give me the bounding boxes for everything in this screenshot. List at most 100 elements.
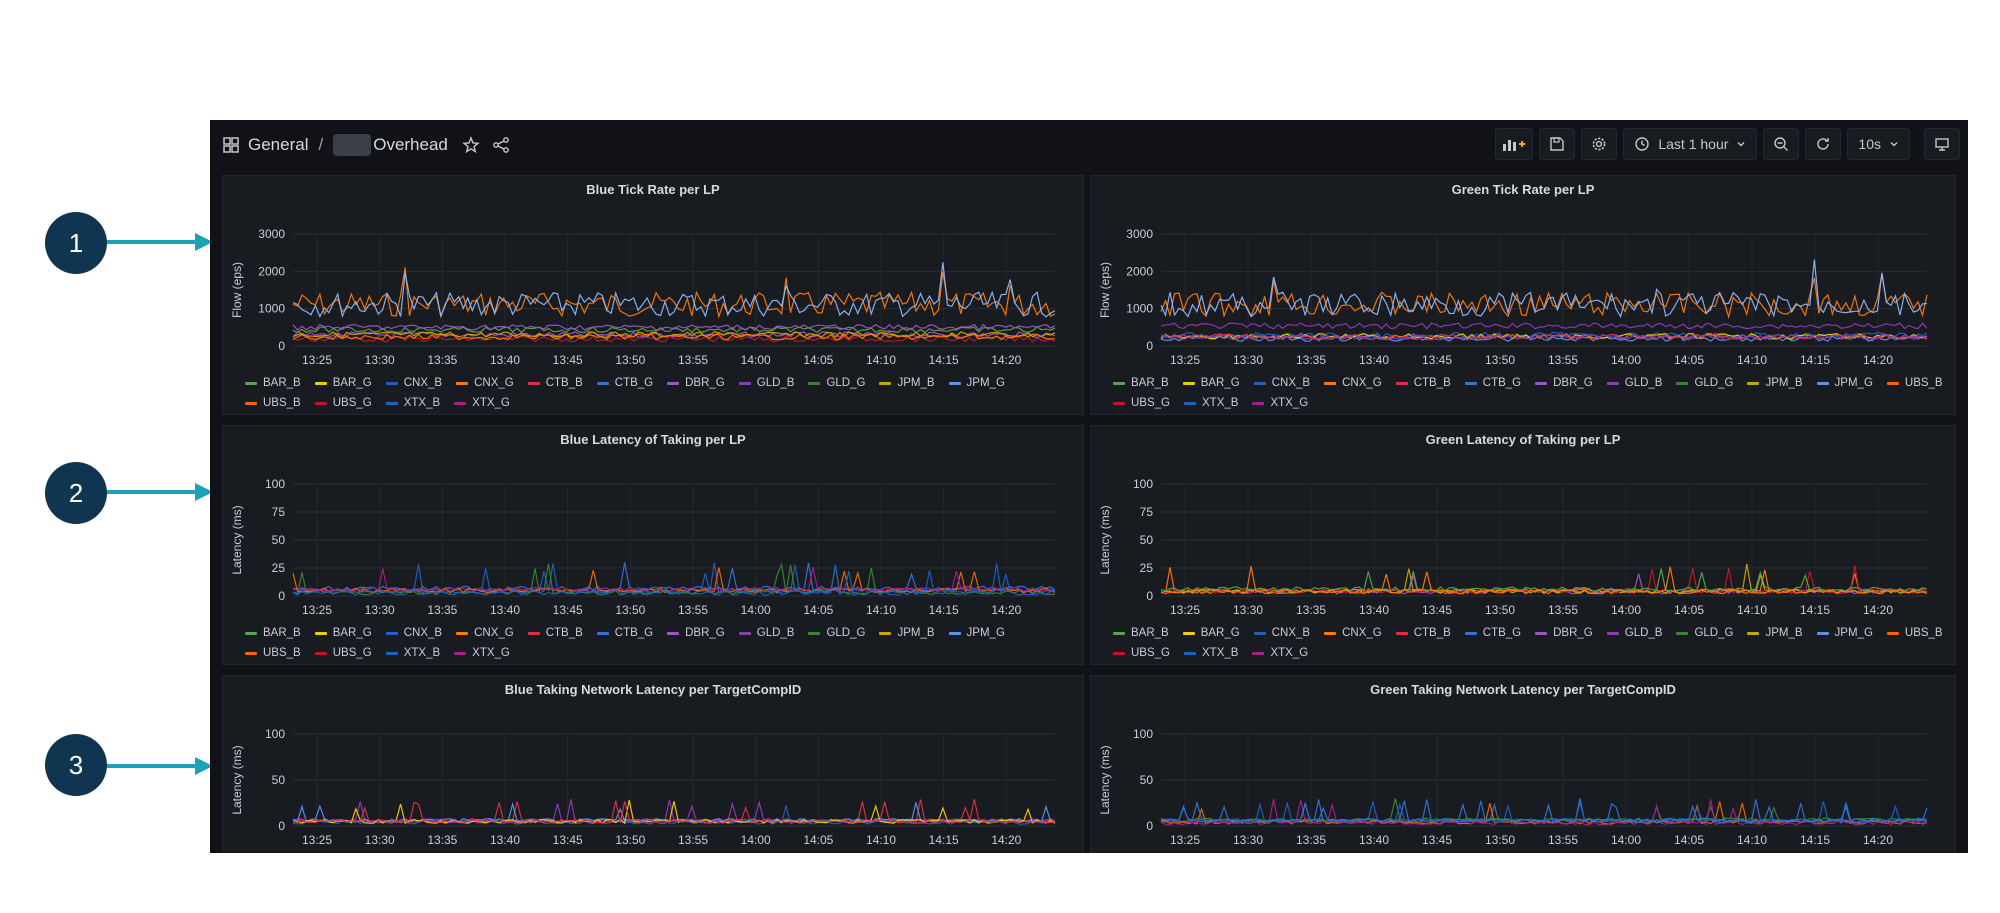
legend-item[interactable]: DBR_G [1535,376,1593,390]
panel-title[interactable]: Green Tick Rate per LP [1451,182,1595,197]
panel-chart[interactable]: 100 50 0 13:25 13:30 13:35 13:40 13:45 13:50 13:5… [1091,676,1957,850]
legend-item[interactable]: JPM_G [1816,626,1873,640]
dashboard-settings-button[interactable] [1581,128,1618,160]
y-tick-label: 0 [1146,589,1153,603]
legend-item[interactable]: UBS_B [245,396,301,410]
panel-title[interactable]: Blue Tick Rate per LP [586,182,720,197]
legend-item[interactable]: CNX_B [385,376,442,390]
panel-5[interactable]: Blue Taking Network Latency per TargetCo… [222,675,1084,853]
legend-item[interactable]: JPM_B [879,626,935,640]
dashboard-title[interactable]: Overhead [373,135,448,154]
legend-item[interactable]: XTX_B [1184,646,1238,660]
legend-item[interactable]: CNX_B [385,626,442,640]
legend-item[interactable]: XTX_G [454,646,510,660]
legend-item[interactable]: GLD_G [808,376,865,390]
panel-chart[interactable]: 100 75 50 25 0 13:25 13:30 13:35 13:40 13:45 13:50… [1091,426,1957,620]
panel-chart[interactable]: 3000 2000 1000 0 13:25 13:30 13:35 13:40 13:45 13… [223,176,1085,370]
time-range-picker[interactable]: Last 1 hour [1623,128,1758,160]
legend-item[interactable]: XTX_G [1252,646,1308,660]
legend-item[interactable]: CNX_G [456,626,514,640]
legend-item[interactable]: CTB_B [1395,376,1451,390]
panel-title[interactable]: Blue Taking Network Latency per TargetCo… [504,682,802,697]
legend-item[interactable]: JPM_B [1747,626,1803,640]
legend-item[interactable]: CTB_B [527,626,583,640]
panel-1[interactable]: Blue Tick Rate per LP 3000 2000 1000 0 13:25 1… [222,175,1084,415]
zoom-out-button[interactable] [1763,128,1800,160]
legend-item[interactable]: DBR_G [667,626,725,640]
legend-item[interactable]: UBS_B [245,646,301,660]
x-tick-label: 14:15 [1800,603,1830,617]
legend-item[interactable]: XTX_G [454,396,510,410]
legend-item[interactable]: DBR_G [1535,626,1593,640]
panel-title[interactable]: Green Taking Network Latency per TargetC… [1370,682,1676,697]
legend-label: UBS_G [332,397,372,409]
legend-item[interactable]: JPM_G [1816,376,1873,390]
legend-item[interactable]: BAR_B [245,626,301,640]
share-icon[interactable] [492,136,510,154]
legend-item[interactable]: GLD_B [738,376,794,390]
legend-item[interactable]: DBR_G [667,376,725,390]
legend-item[interactable]: CTB_G [596,626,653,640]
legend-item[interactable]: UBS_G [1113,646,1170,660]
legend-item[interactable]: CTB_G [596,376,653,390]
legend-item[interactable]: XTX_B [1184,396,1238,410]
panel-title[interactable]: Green Latency of Taking per LP [1425,432,1621,447]
legend-item[interactable]: UBS_B [1886,626,1943,640]
legend-item[interactable]: XTX_B [385,646,440,660]
legend-item[interactable]: BAR_G [1182,626,1240,640]
legend-item[interactable]: CNX_B [1253,376,1310,390]
legend-item[interactable]: UBS_G [314,646,372,660]
legend-item[interactable]: JPM_B [1747,376,1803,390]
legend-label: CTB_B [1413,627,1451,639]
legend-item[interactable]: GLD_B [1606,376,1662,390]
y-tick-label: 0 [1146,819,1153,833]
legend-item[interactable]: BAR_B [1113,376,1169,390]
legend-item[interactable]: BAR_B [245,376,301,390]
panel-6[interactable]: Green Taking Network Latency per TargetC… [1090,675,1956,853]
legend-item[interactable]: BAR_G [314,626,372,640]
legend-item[interactable]: JPM_B [879,376,935,390]
refresh-button[interactable] [1805,128,1842,160]
legend-item[interactable]: GLD_B [738,626,794,640]
tv-mode-button[interactable] [1924,128,1960,160]
panel-chart[interactable]: 3000 2000 1000 0 13:25 13:30 13:35 13:40 13:45 13… [1091,176,1957,370]
panel-2[interactable]: Green Tick Rate per LP 3000 2000 1000 0 13:25… [1090,175,1956,415]
panel-chart[interactable]: 100 50 0 13:25 13:30 13:35 13:40 13:45 13:50 13:5… [223,676,1085,850]
breadcrumb-folder-link[interactable]: General [248,135,309,154]
x-tick-label: 14:15 [929,353,959,367]
legend-item[interactable]: XTX_B [385,396,440,410]
panel-4[interactable]: Green Latency of Taking per LP 100 75 50 25 0… [1090,425,1956,665]
legend-item[interactable]: UBS_G [1113,396,1170,410]
legend-item[interactable]: GLD_G [1676,626,1733,640]
panel-3[interactable]: Blue Latency of Taking per LP 100 75 50 25 0 1… [222,425,1084,665]
panel-title[interactable]: Blue Latency of Taking per LP [560,432,746,447]
legend-item[interactable]: CNX_G [1324,626,1382,640]
dashboards-grid-icon[interactable] [222,136,240,154]
legend-label: GLD_G [826,377,866,389]
legend-item[interactable]: BAR_G [1182,376,1240,390]
refresh-interval-picker[interactable]: 10s [1847,128,1910,160]
callout-arrowhead-2 [195,483,213,501]
legend-item[interactable]: CTB_B [1395,626,1451,640]
legend-item[interactable]: GLD_G [1676,376,1733,390]
legend-item[interactable]: JPM_G [948,626,1005,640]
star-icon[interactable] [462,136,480,154]
add-panel-button[interactable] [1495,128,1534,160]
legend-item[interactable]: GLD_G [808,626,865,640]
legend-item[interactable]: JPM_G [948,376,1005,390]
legend-item[interactable]: CTB_G [1464,376,1521,390]
legend-item[interactable]: UBS_B [1886,376,1943,390]
legend-item[interactable]: CTB_G [1464,626,1521,640]
legend-label: JPM_G [966,377,1005,389]
panel-chart[interactable]: 100 75 50 25 0 13:25 13:30 13:35 13:40 13:45 13:50… [223,426,1085,620]
legend-item[interactable]: CNX_G [1324,376,1382,390]
save-dashboard-button[interactable] [1539,128,1576,160]
legend-item[interactable]: BAR_G [314,376,372,390]
legend-item[interactable]: GLD_B [1606,626,1662,640]
legend-item[interactable]: BAR_B [1113,626,1169,640]
legend-item[interactable]: CNX_G [456,376,514,390]
legend-item[interactable]: UBS_G [314,396,372,410]
legend-item[interactable]: CNX_B [1253,626,1310,640]
legend-item[interactable]: CTB_B [527,376,583,390]
legend-item[interactable]: XTX_G [1252,396,1308,410]
